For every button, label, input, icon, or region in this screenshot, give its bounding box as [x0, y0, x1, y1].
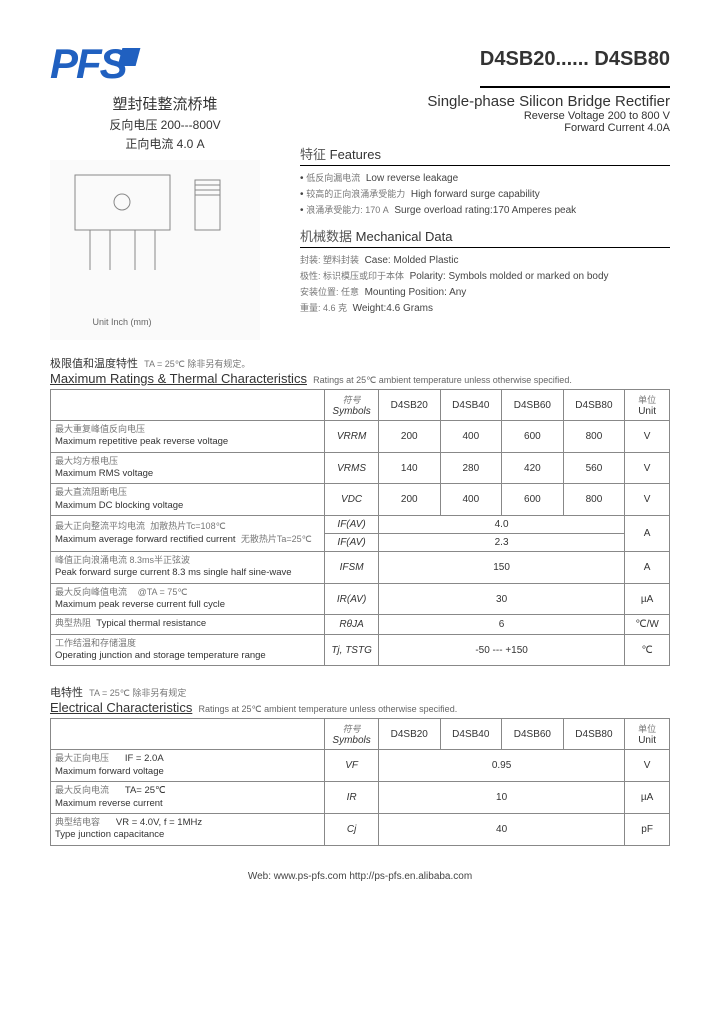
- max-ratings-heading: 极限值和温度特性 TA = 25℃ 除非另有规定。 Maximum Rating…: [50, 355, 670, 386]
- mechanical-heading: 机械数据 Mechanical Data: [300, 226, 670, 248]
- elec-heading: 电特性 TA = 25℃ 除非另有规定 Electrical Character…: [50, 684, 670, 715]
- table-row: 典型结电容 VR = 4.0V, f = 1MHzType junction c…: [51, 813, 670, 845]
- svg-text:Unit Inch (mm): Unit Inch (mm): [92, 317, 151, 327]
- header: PFS D4SB20...... D4SB80: [50, 40, 670, 88]
- eng-spec-1: Reverse Voltage 200 to 800 V: [300, 110, 670, 122]
- feature-item: • 浪涌承受能力: 170 A Surge overload rating:17…: [300, 203, 670, 216]
- cn-product-title: 塑封硅整流桥堆: [50, 93, 280, 114]
- feature-item: • 低反向漏电流 Low reverse leakage: [300, 171, 670, 184]
- left-column: 塑封硅整流桥堆 反向电压 200---800V 正向电流 4.0 A Unit …: [50, 93, 280, 340]
- top-section: 塑封硅整流桥堆 反向电压 200---800V 正向电流 4.0 A Unit …: [50, 93, 670, 340]
- logo: PFS: [50, 40, 138, 88]
- mech-item: 极性: 标识模压或印于本体 Polarity: Symbols molded o…: [300, 269, 670, 282]
- max-ratings-table: 符号Symbols D4SB20 D4SB40 D4SB60 D4SB80 单位…: [50, 389, 670, 666]
- eng-spec-2: Forward Current 4.0A: [300, 122, 670, 134]
- table-row: 最大正向电压 IF = 2.0AMaximum forward voltageV…: [51, 750, 670, 782]
- table-row: 最大直流阻断电压Maximum DC blocking voltageVDC20…: [51, 484, 670, 516]
- mech-item: 重量: 4.6 克 Weight:4.6 Grams: [300, 301, 670, 314]
- features-heading: 特征 Features: [300, 144, 670, 166]
- table-row: 最大重复峰值反向电压Maximum repetitive peak revers…: [51, 421, 670, 453]
- right-column: Single-phase Silicon Bridge Rectifier Re…: [300, 93, 670, 340]
- feature-item: • 较高的正向浪涌承受能力 High forward surge capabil…: [300, 187, 670, 200]
- cn-spec-1: 反向电压 200---800V: [50, 116, 280, 133]
- elec-table: 符号Symbols D4SB20 D4SB40 D4SB60 D4SB80 单位…: [50, 718, 670, 845]
- part-number-title: D4SB20...... D4SB80: [480, 48, 670, 88]
- table-row: 最大均方根电压Maximum RMS voltageVRMS1402804205…: [51, 452, 670, 484]
- mech-item: 安装位置: 任意 Mounting Position: Any: [300, 285, 670, 298]
- footer: Web: www.ps-pfs.com http://ps-pfs.en.ali…: [50, 871, 670, 882]
- eng-product-title: Single-phase Silicon Bridge Rectifier: [300, 93, 670, 110]
- cn-spec-2: 正向电流 4.0 A: [50, 135, 280, 152]
- mech-item: 封装: 塑料封装 Case: Molded Plastic: [300, 253, 670, 266]
- table-row: 最大反向电流 TA= 25℃Maximum reverse currentIR1…: [51, 782, 670, 814]
- package-diagram: Unit Inch (mm): [50, 160, 260, 340]
